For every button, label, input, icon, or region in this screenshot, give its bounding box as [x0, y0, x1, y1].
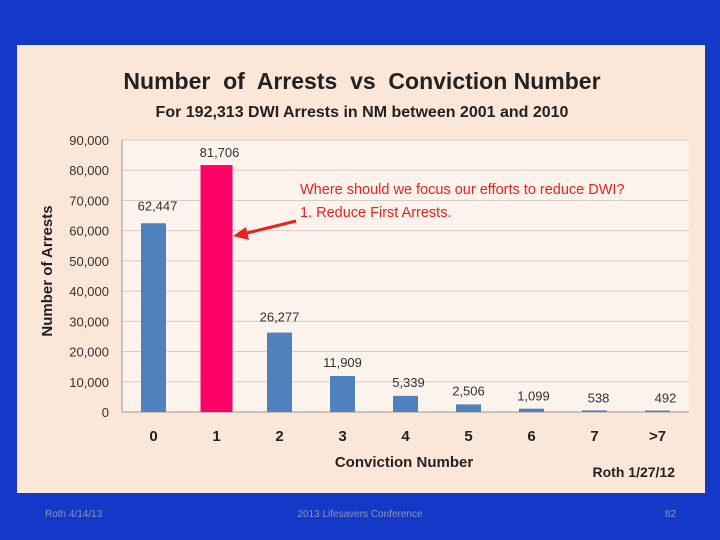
x-tick-label: 3: [338, 428, 346, 445]
data-label: 538: [588, 390, 610, 405]
bar-conviction-1: [200, 165, 233, 412]
y-tick-label: 40,000: [69, 284, 109, 299]
data-labels: 62,447 81,706 26,277 11,909 5,339 2,506 1,099 5…: [138, 145, 677, 405]
bar-conviction-3: [330, 376, 355, 412]
bar-conviction-5: [456, 404, 481, 412]
y-axis-label: Number of Arrests: [39, 205, 56, 336]
x-tick-label: 0: [149, 428, 157, 445]
credit-text: Roth 1/27/12: [593, 464, 676, 480]
y-tick-label: 70,000: [69, 193, 109, 208]
y-tick-label: 90,000: [69, 133, 109, 148]
data-label: 26,277: [260, 310, 300, 325]
y-tick-label: 20,000: [69, 345, 109, 360]
bar-conviction-2: [267, 332, 292, 412]
y-tick-label: 80,000: [69, 163, 109, 178]
x-axis-ticks: 0 1 2 3 4 5 6 7 >7: [149, 428, 666, 445]
y-tick-label: 10,000: [69, 375, 109, 390]
x-tick-label: 7: [590, 428, 598, 445]
annotation-question: Where should we focus our efforts to red…: [300, 182, 625, 198]
footer-conference: 2013 Lifesavers Conference: [297, 509, 423, 520]
annotation-arrow: [233, 219, 297, 240]
x-tick-label: 2: [275, 428, 283, 445]
x-tick-label: 1: [212, 428, 220, 445]
x-axis-label: Conviction Number: [335, 454, 474, 471]
y-axis-ticks: 0 10,000 20,000 30,000 40,000 50,000 60,000 70,…: [69, 133, 109, 420]
y-tick-label: 50,000: [69, 254, 109, 269]
bars: [141, 165, 670, 413]
bar-conviction-7: [582, 410, 607, 412]
y-tick-label: 0: [102, 405, 109, 420]
footer-author-date: Roth 4/14/13: [45, 509, 103, 520]
chart-title: Number of Arrests vs Conviction Number: [123, 68, 600, 94]
data-label: 492: [655, 391, 677, 406]
footer-page-number: 82: [664, 509, 676, 520]
data-label: 11,909: [323, 355, 362, 370]
x-tick-label: 6: [527, 428, 535, 445]
data-label: 5,339: [392, 375, 425, 390]
chart-subtitle: For 192,313 DWI Arrests in NM between 20…: [156, 104, 569, 121]
data-label: 1,099: [517, 389, 550, 404]
data-label: 81,706: [200, 145, 240, 160]
y-tick-label: 60,000: [69, 224, 109, 239]
annotation-first-arrests: 1. Reduce First Arrests.: [300, 205, 452, 221]
data-label: 62,447: [138, 198, 178, 213]
bar-conviction-0: [141, 223, 166, 412]
x-tick-label: 4: [401, 428, 410, 445]
bar-conviction-6: [519, 408, 544, 412]
y-tick-label: 30,000: [69, 314, 109, 329]
bar-conviction->7: [645, 410, 670, 413]
x-tick-label: 5: [464, 428, 472, 445]
x-tick-label: >7: [649, 428, 666, 445]
bar-conviction-4: [393, 395, 418, 412]
data-label: 2,506: [452, 383, 485, 398]
